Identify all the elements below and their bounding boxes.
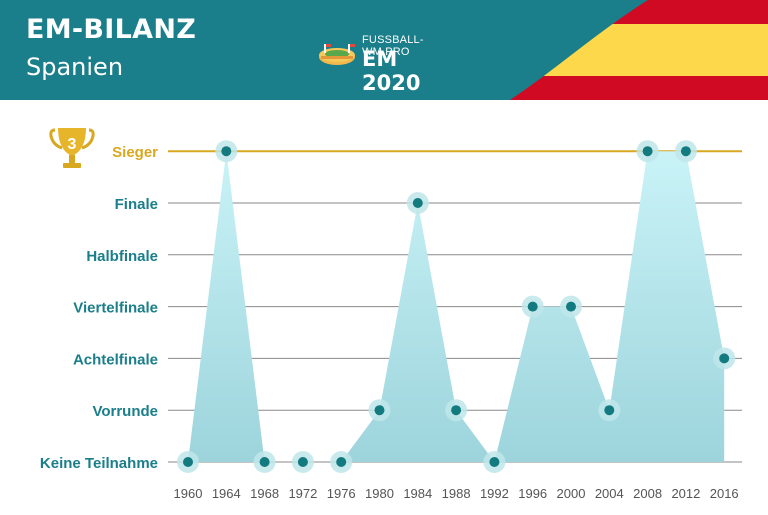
x-tick-label-2008: 2008 (633, 486, 662, 501)
data-point-1960 (177, 451, 199, 473)
x-tick-label-2012: 2012 (671, 486, 700, 501)
data-point-1992 (483, 451, 506, 473)
brand-logo[interactable]: FUSSBALL-WM.PRO EM 2020 (318, 34, 458, 95)
brand-site-label: FUSSBALL-WM.PRO (362, 34, 424, 58)
data-point-1972 (291, 451, 314, 473)
x-tick-label-1972: 1972 (288, 486, 317, 501)
x-tick-label-1988: 1988 (442, 486, 471, 501)
x-tick-label-1996: 1996 (518, 486, 547, 501)
data-point-1984 (406, 192, 429, 214)
tournament-history-chart: Keine Teilnahme Vorrunde Achtelfinale Viert… (40, 128, 742, 501)
stadium-icon (319, 44, 355, 65)
y-tick-label: Viertelfinale (73, 300, 158, 317)
x-tick-label-2004: 2004 (595, 486, 624, 501)
trophy-icon: 3 (49, 128, 95, 168)
x-tick-label-2000: 2000 (557, 486, 586, 501)
data-point-2012 (674, 140, 697, 163)
spain-flag-graphic (510, 0, 768, 100)
data-point-1988 (445, 399, 468, 422)
data-point-2000 (560, 295, 582, 318)
page-title: EM-BILANZ (26, 14, 197, 45)
x-tick-label-2016: 2016 (710, 486, 739, 501)
data-point-1964 (215, 140, 238, 163)
data-point-2004 (598, 399, 621, 422)
y-tick-label: Vorrunde (92, 403, 158, 420)
data-point-1996 (521, 295, 544, 318)
x-tick-label-1976: 1976 (327, 486, 356, 501)
data-point-1968 (253, 451, 276, 473)
data-point-2008 (636, 140, 659, 163)
brand-event-label: EM 2020 (362, 47, 421, 95)
header-banner: EM-BILANZ Spanien FUSSBALL-WM.PRO EM 202… (0, 0, 768, 100)
data-point-2016 (713, 347, 736, 370)
y-tick-label: Achtelfinale (73, 351, 158, 368)
y-tick-label: Sieger (112, 144, 158, 161)
performance-area (188, 151, 725, 462)
x-tick-label-1980: 1980 (365, 486, 394, 501)
trophy-count: 3 (68, 136, 77, 153)
y-tick-label: Keine Teilnahme (40, 455, 158, 472)
page-subtitle: Spanien (26, 53, 124, 81)
y-tick-label: Halbfinale (86, 248, 158, 265)
x-tick-label-1984: 1984 (403, 486, 432, 501)
x-tick-label-1960: 1960 (174, 486, 203, 501)
data-point-1976 (330, 451, 353, 473)
x-tick-label-1992: 1992 (480, 486, 509, 501)
data-point-1980 (368, 399, 391, 422)
y-tick-label: Finale (115, 196, 158, 213)
x-tick-label-1964: 1964 (212, 486, 241, 501)
x-tick-label-1968: 1968 (250, 486, 279, 501)
